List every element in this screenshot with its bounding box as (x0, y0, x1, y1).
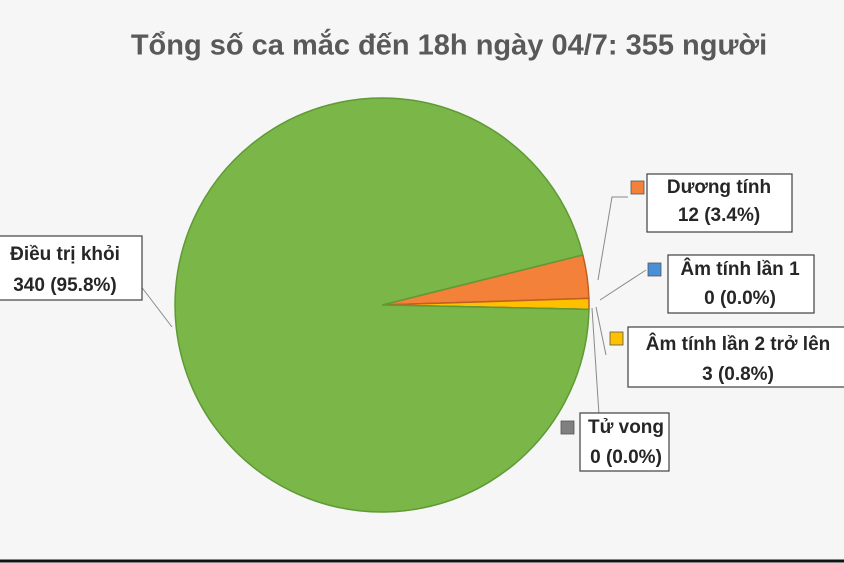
leader-line (139, 284, 173, 328)
legend-swatch (647, 262, 662, 277)
category-label: Âm tính lần 1 (680, 258, 800, 280)
value-label: 3 (0.8%) (702, 364, 774, 385)
legend-swatch (609, 331, 624, 346)
value-label: 12 (3.4%) (678, 205, 760, 226)
chart-title: Tổng số ca mắc đến 18h ngày 04/7: 355 ng… (131, 28, 767, 62)
pie (174, 97, 590, 513)
label-box (667, 254, 815, 314)
label-box (579, 412, 670, 472)
category-label: Âm tính lần 2 trở lên (646, 333, 831, 355)
legend-swatch (630, 180, 645, 195)
category-label: Tử vong (588, 417, 664, 438)
category-label: Điều trị khỏi (10, 244, 120, 265)
value-label: 0 (0.0%) (590, 447, 662, 468)
label-box (0, 235, 143, 301)
leader-line (597, 196, 628, 281)
value-label: 0 (0.0%) (704, 288, 776, 309)
value-label: 340 (95.8%) (13, 275, 117, 296)
pie-slice (174, 97, 590, 513)
category-label: Dương tính (667, 177, 771, 198)
legend-swatch (560, 420, 575, 435)
leader-line (595, 306, 607, 356)
label-box (627, 326, 844, 388)
leader-line (599, 269, 647, 301)
leader-line (591, 307, 601, 431)
label-box (646, 173, 793, 233)
data-labels: Dương tính 12 (3.4%) Âm tính lần 1 0 (0.0%)… (0, 173, 844, 472)
